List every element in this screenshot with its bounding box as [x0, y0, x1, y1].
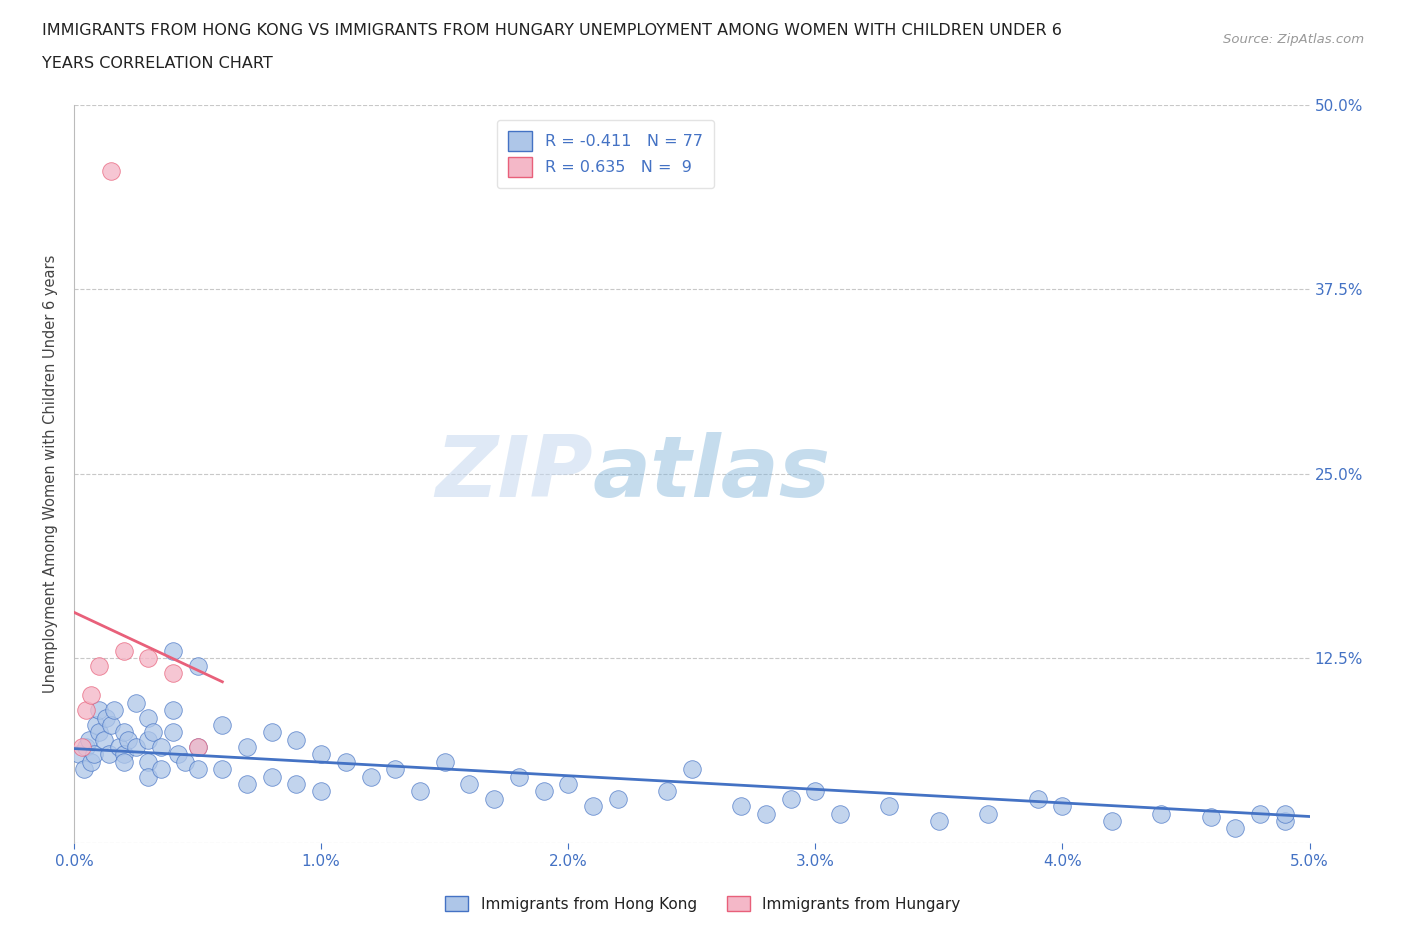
Point — [1052, 799, 1074, 814]
Point — [730, 799, 752, 814]
Legend: R = -0.411   N = 77, R = 0.635   N =  9: R = -0.411 N = 77, R = 0.635 N = 9 — [496, 120, 714, 188]
Point — [136, 711, 159, 725]
Point — [87, 724, 110, 739]
Point — [1101, 814, 1123, 829]
Point — [285, 732, 308, 747]
Point — [75, 739, 97, 754]
Point — [236, 777, 259, 791]
Point — [409, 784, 432, 799]
Point — [681, 762, 703, 777]
Text: atlas: atlas — [593, 432, 831, 515]
Point — [100, 718, 122, 733]
Point — [162, 644, 184, 658]
Point — [482, 791, 505, 806]
Point — [1249, 806, 1271, 821]
Point — [125, 739, 148, 754]
Point — [828, 806, 851, 821]
Point — [73, 762, 96, 777]
Point — [125, 696, 148, 711]
Point — [260, 769, 283, 784]
Point — [1274, 806, 1296, 821]
Point — [1274, 814, 1296, 829]
Point — [136, 769, 159, 784]
Point — [136, 732, 159, 747]
Point — [70, 739, 93, 754]
Point — [87, 658, 110, 673]
Text: YEARS CORRELATION CHART: YEARS CORRELATION CHART — [42, 56, 273, 71]
Point — [236, 739, 259, 754]
Point — [136, 651, 159, 666]
Point — [112, 754, 135, 769]
Point — [80, 754, 103, 769]
Legend: Immigrants from Hong Kong, Immigrants from Hungary: Immigrants from Hong Kong, Immigrants fr… — [439, 889, 967, 918]
Point — [107, 739, 129, 754]
Text: Source: ZipAtlas.com: Source: ZipAtlas.com — [1223, 33, 1364, 46]
Point — [77, 732, 100, 747]
Point — [755, 806, 778, 821]
Point — [96, 711, 118, 725]
Point — [112, 724, 135, 739]
Point — [83, 747, 105, 762]
Point — [655, 784, 678, 799]
Point — [87, 703, 110, 718]
Point — [117, 732, 139, 747]
Point — [162, 724, 184, 739]
Point — [100, 164, 122, 179]
Point — [103, 703, 125, 718]
Point — [309, 747, 332, 762]
Point — [112, 747, 135, 762]
Point — [260, 724, 283, 739]
Point — [97, 747, 120, 762]
Point — [458, 777, 481, 791]
Point — [309, 784, 332, 799]
Point — [167, 747, 190, 762]
Point — [187, 739, 209, 754]
Point — [1150, 806, 1173, 821]
Point — [1026, 791, 1049, 806]
Point — [67, 747, 90, 762]
Point — [93, 732, 115, 747]
Point — [142, 724, 165, 739]
Point — [1225, 821, 1247, 836]
Point — [75, 703, 97, 718]
Point — [508, 769, 530, 784]
Point — [136, 754, 159, 769]
Point — [360, 769, 382, 784]
Point — [879, 799, 901, 814]
Point — [174, 754, 197, 769]
Point — [187, 739, 209, 754]
Point — [928, 814, 950, 829]
Point — [162, 703, 184, 718]
Point — [285, 777, 308, 791]
Point — [1199, 809, 1222, 824]
Text: ZIP: ZIP — [436, 432, 593, 515]
Point — [384, 762, 406, 777]
Point — [86, 718, 108, 733]
Point — [187, 658, 209, 673]
Point — [211, 762, 233, 777]
Point — [162, 666, 184, 681]
Point — [80, 688, 103, 703]
Point — [335, 754, 357, 769]
Point — [557, 777, 579, 791]
Point — [533, 784, 555, 799]
Y-axis label: Unemployment Among Women with Children Under 6 years: Unemployment Among Women with Children U… — [44, 255, 58, 693]
Point — [606, 791, 628, 806]
Point — [112, 644, 135, 658]
Point — [433, 754, 456, 769]
Text: IMMIGRANTS FROM HONG KONG VS IMMIGRANTS FROM HUNGARY UNEMPLOYMENT AMONG WOMEN WI: IMMIGRANTS FROM HONG KONG VS IMMIGRANTS … — [42, 23, 1062, 38]
Point — [211, 718, 233, 733]
Point — [149, 762, 172, 777]
Point — [149, 739, 172, 754]
Point — [779, 791, 801, 806]
Point — [187, 762, 209, 777]
Point — [804, 784, 827, 799]
Point — [977, 806, 1000, 821]
Point — [582, 799, 605, 814]
